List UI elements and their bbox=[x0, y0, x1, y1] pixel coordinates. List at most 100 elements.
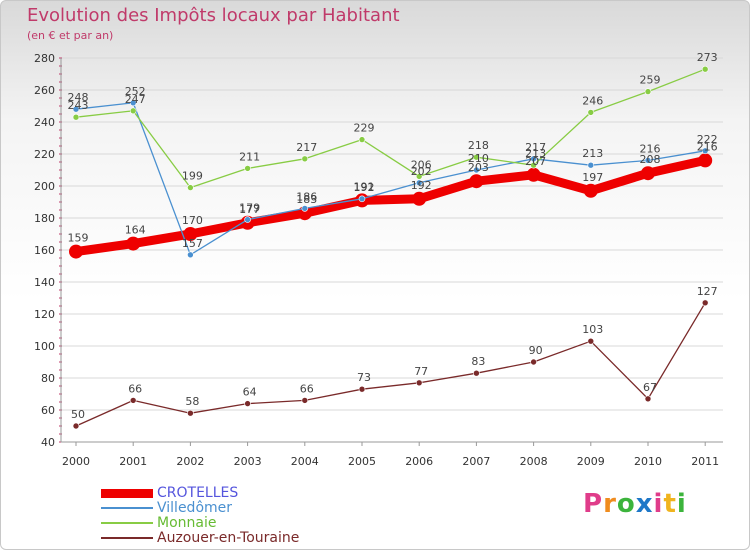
x-tick-label: 2011 bbox=[691, 455, 719, 468]
logo-letter: P bbox=[583, 489, 604, 519]
data-point bbox=[644, 157, 652, 164]
x-tick-label: 2005 bbox=[348, 455, 376, 468]
data-label: 64 bbox=[243, 386, 257, 399]
data-point bbox=[187, 251, 194, 259]
data-point bbox=[358, 136, 366, 143]
data-point bbox=[358, 195, 366, 203]
x-tick-label: 2008 bbox=[520, 455, 548, 468]
data-label: 179 bbox=[239, 202, 260, 215]
data-point bbox=[641, 166, 655, 181]
data-label: 157 bbox=[182, 237, 203, 250]
y-tick-label: 260 bbox=[34, 84, 55, 97]
data-point bbox=[587, 337, 595, 345]
series-line bbox=[75, 68, 706, 189]
data-label: 213 bbox=[582, 147, 603, 160]
data-point bbox=[701, 147, 709, 155]
data-label: 243 bbox=[68, 99, 89, 112]
x-tick-label: 2003 bbox=[234, 455, 262, 468]
data-label: 127 bbox=[697, 285, 718, 298]
data-label: 199 bbox=[182, 170, 203, 183]
data-point bbox=[129, 397, 137, 404]
data-label: 67 bbox=[643, 381, 657, 394]
data-label: 216 bbox=[640, 142, 661, 155]
data-point bbox=[473, 153, 480, 161]
x-tick-label: 2010 bbox=[634, 455, 662, 468]
legend-label: Auzouer-en-Touraine bbox=[157, 530, 300, 546]
data-label: 202 bbox=[411, 165, 432, 178]
series-monnaie bbox=[72, 65, 709, 191]
legend-swatch bbox=[101, 488, 153, 498]
x-tick-label: 2006 bbox=[405, 455, 433, 468]
data-point bbox=[129, 99, 137, 107]
x-tick-label: 2002 bbox=[176, 455, 204, 468]
data-label: 247 bbox=[125, 93, 146, 106]
data-point bbox=[244, 216, 251, 223]
data-point bbox=[701, 299, 709, 307]
data-point bbox=[469, 174, 484, 189]
legend-label: Villedômer bbox=[157, 500, 233, 516]
data-label: 66 bbox=[128, 382, 142, 395]
logo-letter: o bbox=[616, 489, 636, 519]
data-label: 252 bbox=[125, 85, 146, 98]
y-tick-label: 140 bbox=[34, 276, 55, 289]
data-point bbox=[530, 358, 537, 366]
data-label: 217 bbox=[525, 141, 546, 154]
x-tick-label: 2007 bbox=[462, 455, 490, 468]
data-point bbox=[301, 205, 309, 212]
data-point bbox=[415, 179, 423, 187]
legend-label: CROTELLES bbox=[157, 485, 239, 501]
x-tick-label: 2004 bbox=[291, 455, 319, 468]
data-point bbox=[358, 385, 366, 393]
y-tick-label: 200 bbox=[34, 180, 55, 193]
y-tick-label: 60 bbox=[41, 404, 55, 417]
legend-swatch bbox=[101, 537, 153, 539]
data-label: 222 bbox=[697, 133, 718, 146]
y-tick-label: 120 bbox=[34, 308, 55, 321]
data-label: 208 bbox=[640, 153, 661, 166]
data-label: 66 bbox=[300, 382, 314, 395]
data-label: 213 bbox=[525, 147, 546, 160]
y-tick-label: 40 bbox=[41, 436, 55, 449]
x-tick-label: 2009 bbox=[577, 455, 605, 468]
data-point bbox=[72, 113, 80, 121]
legend-label: Monnaie bbox=[157, 515, 217, 531]
data-point bbox=[129, 107, 137, 115]
data-label: 183 bbox=[296, 193, 317, 206]
y-tick-label: 80 bbox=[41, 372, 55, 385]
series-auzouer-en-touraine bbox=[72, 299, 709, 430]
data-label: 259 bbox=[640, 74, 661, 87]
series-group bbox=[69, 65, 713, 430]
logo-letter: i bbox=[676, 489, 687, 519]
data-label: 216 bbox=[697, 140, 718, 153]
data-label: 197 bbox=[582, 171, 603, 184]
data-label: 103 bbox=[582, 323, 603, 336]
data-label: 207 bbox=[525, 155, 546, 168]
series-villed-mer bbox=[72, 99, 709, 259]
data-label: 73 bbox=[357, 371, 371, 384]
data-point bbox=[473, 369, 480, 377]
y-tick-label: 100 bbox=[34, 340, 55, 353]
data-point bbox=[187, 409, 194, 417]
data-label: 83 bbox=[471, 355, 485, 368]
data-point bbox=[530, 155, 537, 163]
data-point bbox=[412, 191, 427, 206]
data-label: 210 bbox=[468, 152, 489, 165]
logo-letter: r bbox=[603, 489, 617, 519]
data-label: 206 bbox=[411, 158, 432, 171]
x-tick-label: 2000 bbox=[62, 455, 90, 468]
series-crotelles bbox=[69, 153, 713, 259]
y-tick-label: 160 bbox=[34, 244, 55, 257]
legend-swatch bbox=[101, 507, 153, 509]
data-label: 273 bbox=[697, 51, 718, 64]
data-label: 77 bbox=[414, 365, 428, 378]
data-point bbox=[301, 155, 309, 163]
data-label: 170 bbox=[182, 214, 203, 227]
data-label: 90 bbox=[529, 344, 543, 357]
data-point bbox=[583, 183, 598, 198]
series-line bbox=[75, 102, 706, 256]
data-label: 159 bbox=[68, 232, 89, 245]
data-point bbox=[530, 161, 537, 169]
data-label: 218 bbox=[468, 139, 489, 152]
